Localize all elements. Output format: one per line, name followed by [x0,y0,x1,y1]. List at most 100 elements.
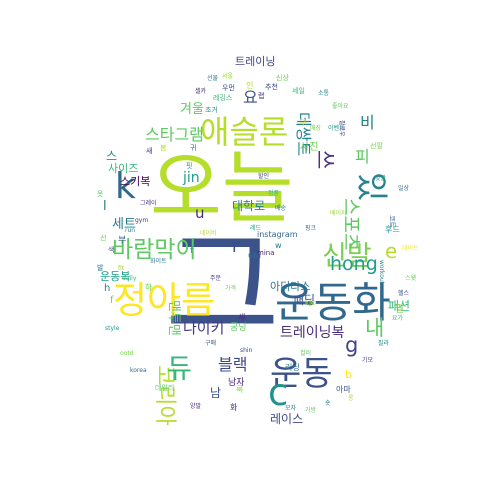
cloud-word: 피 [355,147,370,166]
cloud-word: 모자 [285,404,297,412]
cloud-word: 나이키 [183,319,224,337]
cloud-word: 아디다스 [270,280,310,293]
cloud-word: r [232,237,239,257]
cloud-word: 세 [238,313,245,322]
cloud-word: 선물 [207,74,219,82]
cloud-word: 핏 [186,161,192,170]
cloud-word: 선팔 [370,141,383,150]
cloud-word: kfc [305,299,316,307]
cloud-word: 부 [118,235,126,246]
cloud-word: g [345,333,358,357]
cloud-word: 레이스 [270,412,303,426]
cloud-word: 코트 [388,215,396,228]
cloud-word: 그레이 [140,199,157,207]
cloud-word: 바람막이 [112,237,197,263]
cloud-word: 정아름 [113,279,215,322]
cloud-word: um [248,251,261,260]
cloud-word: 데쌍트 [294,112,313,156]
cloud-word: 색 [108,245,114,254]
cloud-word: 가방 [305,406,317,414]
cloud-word: h [104,283,110,294]
cloud-word: 컬러 [300,349,311,357]
cloud-word: 새 [146,146,152,155]
cloud-word: l [103,199,107,214]
cloud-word: 스웻 [405,274,417,282]
cloud-word: 패딩 [293,293,315,307]
cloud-word: 룩 [236,385,243,394]
cloud-word: 있 [353,172,391,201]
cloud-word: 일상 [398,184,410,192]
cloud-word: 남자 [228,377,245,388]
cloud-word: 좋아요 [332,102,349,110]
cloud-word: 사진 [300,141,318,153]
cloud-word: 데일리 [155,383,174,392]
cloud-word: 화이트 [150,257,167,265]
cloud-word: 서울 [222,72,234,80]
cloud-word: 랩 [258,92,264,100]
cloud-word: 패션 [388,299,410,313]
cloud-word: hong [330,253,378,275]
cloud-word: 듀 [167,354,192,385]
cloud-word: 맞팔 [375,175,387,182]
cloud-word: 베이지 [330,209,347,217]
cloud-word: 기모 [362,356,374,364]
cloud-word: c [268,371,288,414]
cloud-word: 주문 [210,275,222,282]
cloud-word: shin [240,347,253,354]
cloud-word: 추천 [265,82,278,91]
cloud-word: 남 [210,386,221,400]
cloud-word: 구매 [205,339,216,347]
cloud-word: 팔로우 [338,120,345,137]
cloud-word: 인 [246,80,253,90]
cloud-word: k [115,166,136,207]
cloud-word: 대학로 [232,199,265,213]
cloud-word: fit [118,265,125,272]
cloud-word: 쓰 [313,150,337,169]
cloud-word: 트레이닝복 [280,325,345,341]
cloud-word: 애슬론 [200,113,288,151]
cloud-word: instagram [257,230,298,239]
cloud-word: 이벤트 [328,124,345,132]
cloud-word: 정품 [268,190,280,197]
cloud-word: 스 [106,149,117,163]
cloud-word: 스포츠 [340,198,362,250]
cloud-word: 발 [97,263,104,272]
cloud-word: 운동 [270,354,333,394]
cloud-word: 양말 [190,402,202,410]
cloud-word: w [275,241,282,250]
cloud-word: mina [257,249,275,257]
cloud-word: 가격 [225,284,236,292]
cloud-word: 비 [360,113,375,132]
cloud-word: 오늘 [150,144,294,234]
cloud-word: workout [378,260,385,285]
cloud-word: 하 [145,282,153,292]
cloud-word: ootd [120,350,134,357]
cloud-word: 스타그램 [145,125,204,144]
cloud-word: 숏 [325,399,331,407]
cloud-word: gym [135,217,148,224]
cloud-word: 롱 [348,395,354,402]
cloud-word: 러닝 [285,362,300,372]
cloud-word: 조거 [205,105,218,114]
cloud-word: 트레이닝 [235,55,275,68]
cloud-word: 팔 [395,303,404,315]
cloud-word: 블랙 [218,355,247,374]
cloud-word: 레드 [250,224,262,232]
cloud-word: 아마 [336,384,351,394]
cloud-word: 옷 [97,190,104,198]
cloud-word: korea [130,367,147,374]
cloud-word: 운동화 [275,278,391,327]
cloud-word: 배송 [275,204,287,212]
cloud-word: 사이즈 [108,162,138,175]
cloud-word: 후드 [385,225,400,234]
cloud-word: 세트 [112,217,136,232]
cloud-word: 겨울 [180,102,204,117]
cloud-word: 핑크 [305,224,317,232]
cloud-word: 매장 [310,124,322,132]
cloud-word: 신상 [276,73,289,82]
cloud-word: 할인 [258,172,269,180]
cloud-word: 코리아 [152,365,177,426]
cloud-word: style [105,325,120,332]
cloud-word: 필라 [378,339,390,347]
